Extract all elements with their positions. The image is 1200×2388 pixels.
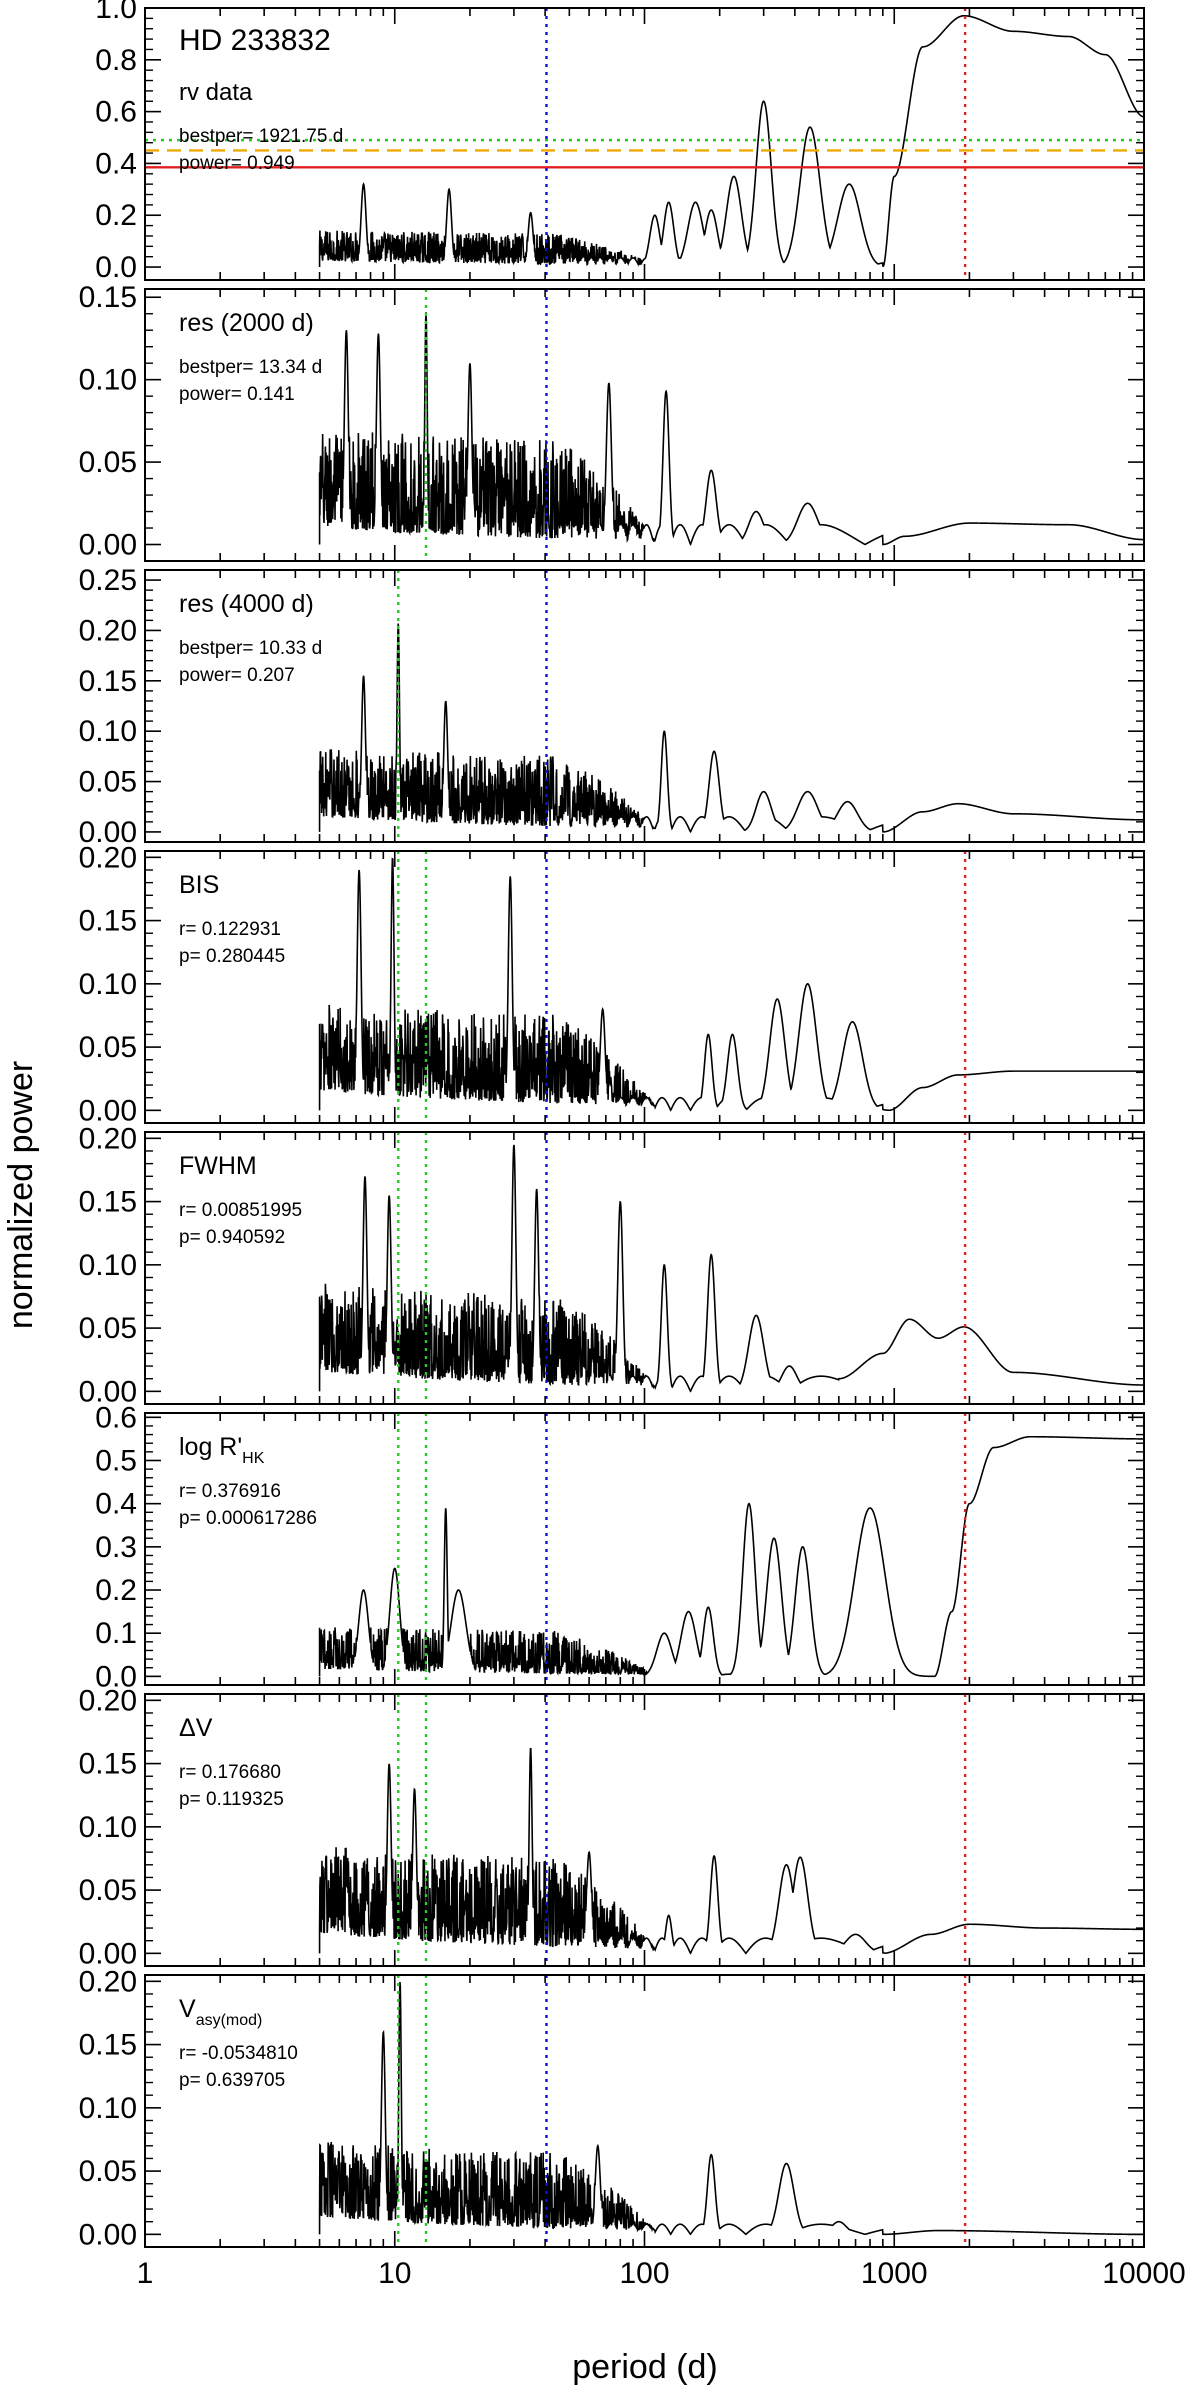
panel-label-rhk: log R'HK	[179, 1433, 265, 1467]
panel-info-fwhm: r= 0.00851995	[179, 1200, 302, 1221]
y-tick-label-bis: 0.05	[79, 1031, 137, 1064]
y-tick-label-rhk: 0.0	[95, 1660, 137, 1693]
panel-info-vasy: r= -0.0534810	[179, 2043, 298, 2064]
y-tick-label-vasy: 0.15	[79, 2029, 137, 2062]
y-tick-label-bis: 0.10	[79, 968, 137, 1001]
y-tick-label-res4000: 0.15	[79, 665, 137, 698]
panel-label-bis: BIS	[179, 871, 219, 899]
panel-vasy: 0.00 0.05 0.10 0.15 0.20 Vasy(mod) r= -0.05348…	[79, 1965, 1186, 2290]
y-tick-label-dv: 0.00	[79, 1937, 137, 1970]
y-tick-label-res4000: 0.00	[79, 816, 137, 849]
y-tick-label-fwhm: 0.20	[79, 1122, 137, 1155]
x-tick-label: 100	[619, 2257, 669, 2290]
y-tick-label-rhk: 0.4	[95, 1488, 137, 1521]
panel-fwhm: 0.00 0.05 0.10 0.15 0.20 FWHM r= 0.00851995 p= …	[79, 1122, 1145, 1408]
y-tick-label-res2000: 0.00	[79, 529, 137, 562]
panel-info-res2000: bestper= 13.34 d	[179, 357, 322, 378]
x-tick-label: 1	[137, 2257, 154, 2290]
y-tick-label-rhk: 0.1	[95, 1617, 137, 1650]
panel-info-bis: r= 0.122931	[179, 919, 281, 940]
panel-info-dv: r= 0.176680	[179, 1762, 281, 1783]
y-tick-label-res4000: 0.05	[79, 766, 137, 799]
y-tick-label-dv: 0.05	[79, 1874, 137, 1907]
series-line-dv	[318, 1747, 1144, 1955]
series-line-rv	[318, 14, 1144, 268]
x-tick-label: 10	[378, 2257, 411, 2290]
y-tick-label-fwhm: 0.15	[79, 1186, 137, 1219]
panel-info-res2000: power= 0.141	[179, 384, 295, 405]
y-tick-label-rhk: 0.2	[95, 1574, 137, 1607]
panel-label-rv: rv data	[179, 79, 253, 106]
y-tick-label-res2000: 0.05	[79, 446, 137, 479]
y-tick-label-res4000: 0.20	[79, 614, 137, 647]
panel-label-subscript: HK	[242, 1450, 265, 1467]
series-line-vasy	[318, 1981, 1144, 2236]
y-tick-label-rv: 1.0	[95, 0, 137, 25]
panel-dv: 0.00 0.05 0.10 0.15 0.20 ΔV r= 0.176680 p= 0.11…	[79, 1684, 1145, 1970]
y-tick-label-bis: 0.20	[79, 841, 137, 874]
panel-info-rhk: r= 0.376916	[179, 1481, 281, 1502]
panel-frame-rhk	[144, 1412, 1145, 1686]
y-tick-label-bis: 0.15	[79, 905, 137, 938]
y-tick-label-vasy: 0.00	[79, 2218, 137, 2251]
panel-info-fwhm: p= 0.940592	[179, 1227, 285, 1248]
y-tick-label-fwhm: 0.00	[79, 1375, 137, 1408]
panel-label-res4000: res (4000 d)	[179, 590, 314, 618]
y-tick-label-vasy: 0.10	[79, 2092, 137, 2125]
panel-rv: 0.0 0.2 0.4 0.6 0.8 1.0 HD 233832 rv data bestpe…	[95, 0, 1145, 284]
y-tick-label-dv: 0.15	[79, 1748, 137, 1781]
y-tick-label-res4000: 0.25	[79, 564, 137, 597]
y-tick-label-rhk: 0.5	[95, 1444, 137, 1477]
x-axis-title: period (d)	[572, 2348, 718, 2386]
panel-label-subscript: asy(mod)	[196, 2012, 263, 2029]
y-tick-label-vasy: 0.05	[79, 2155, 137, 2188]
y-tick-label-rv: 0.4	[95, 147, 137, 180]
y-tick-label-rhk: 0.6	[95, 1401, 137, 1434]
panel-label-vasy: Vasy(mod)	[179, 1995, 262, 2029]
x-tick-label: 10000	[1102, 2257, 1185, 2290]
panel-title: HD 233832	[179, 24, 331, 57]
panel-res4000: 0.00 0.05 0.10 0.15 0.20 0.25 res (4000 d) best…	[79, 564, 1145, 849]
series-line-res4000	[318, 623, 1144, 834]
y-tick-label-res2000: 0.10	[79, 364, 137, 397]
series-line-fwhm	[318, 1144, 1144, 1393]
panel-label-dv: ΔV	[179, 1714, 213, 1742]
y-tick-label-res4000: 0.10	[79, 715, 137, 748]
series-line-rhk	[318, 1435, 1144, 1678]
panel-info-rhk: p= 0.000617286	[179, 1508, 317, 1529]
panel-label-res2000: res (2000 d)	[179, 309, 314, 337]
panel-info-res4000: bestper= 10.33 d	[179, 638, 322, 659]
panel-info-rv: bestper= 1921.75 d	[179, 126, 343, 147]
y-tick-label-rv: 0.0	[95, 251, 137, 284]
y-tick-label-fwhm: 0.05	[79, 1312, 137, 1345]
y-tick-label-rv: 0.6	[95, 96, 137, 129]
panel-info-rv: power= 0.949	[179, 153, 295, 174]
y-tick-label-rv: 0.8	[95, 44, 137, 77]
panel-frame-bis	[144, 850, 1145, 1124]
panel-info-res4000: power= 0.207	[179, 665, 295, 686]
y-tick-label-rhk: 0.3	[95, 1531, 137, 1564]
panel-info-vasy: p= 0.639705	[179, 2070, 285, 2091]
panel-info-dv: p= 0.119325	[179, 1789, 284, 1810]
panel-label-fwhm: FWHM	[179, 1152, 257, 1180]
y-tick-label-rv: 0.2	[95, 199, 137, 232]
y-axis-title: normalized power	[2, 1061, 40, 1329]
series-line-res2000	[318, 312, 1144, 547]
y-tick-label-bis: 0.00	[79, 1094, 137, 1127]
y-tick-label-res2000: 0.15	[79, 281, 137, 314]
panel-frame-vasy	[144, 1974, 1145, 2248]
panel-res2000: 0.00 0.05 0.10 0.15 res (2000 d) bestper= 13.…	[79, 281, 1145, 562]
x-tick-label: 1000	[861, 2257, 928, 2290]
y-tick-label-fwhm: 0.10	[79, 1249, 137, 1282]
y-tick-label-vasy: 0.20	[79, 1965, 137, 1998]
panel-bis: 0.00 0.05 0.10 0.15 0.20 BIS r= 0.122931 p= 0.2…	[79, 841, 1145, 1127]
panel-rhk: 0.0 0.1 0.2 0.3 0.4 0.5 0.6 log R'HK r= 0.376916…	[95, 1401, 1145, 1693]
panel-frame-fwhm	[144, 1131, 1145, 1405]
y-tick-label-dv: 0.20	[79, 1684, 137, 1717]
series-line-bis	[318, 857, 1144, 1112]
panels-group: 0.0 0.2 0.4 0.6 0.8 1.0 HD 233832 rv data bestpe…	[79, 0, 1186, 2290]
panel-info-bis: p= 0.280445	[179, 946, 285, 967]
y-tick-label-dv: 0.10	[79, 1811, 137, 1844]
